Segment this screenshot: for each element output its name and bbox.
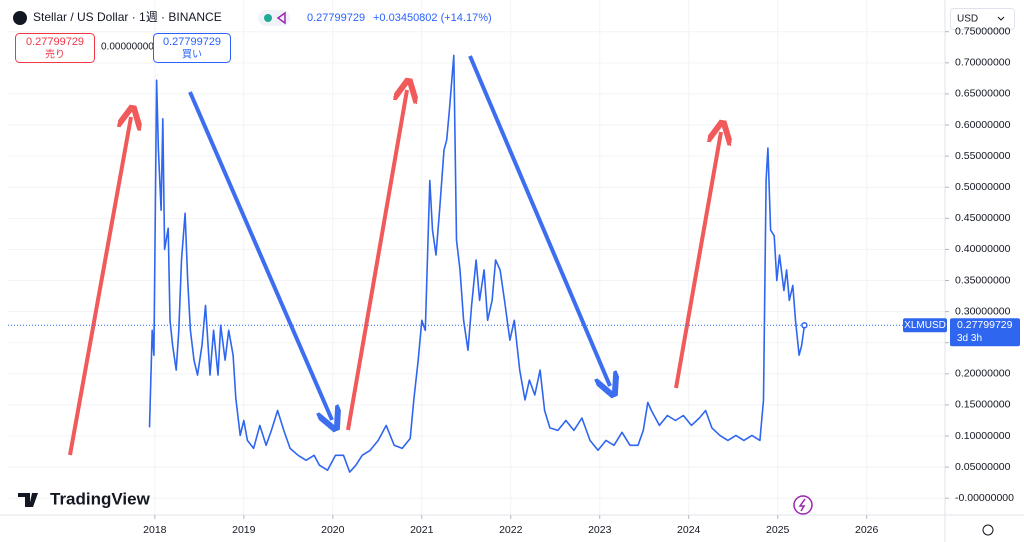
dropdown-icon [997, 16, 1005, 21]
currency: USD [957, 14, 978, 25]
y-tick-label: 0.05000000 [955, 461, 1011, 473]
y-tick-label: 0.70000000 [955, 57, 1011, 69]
x-tick-label: 2022 [499, 524, 523, 536]
y-tick-label: 0.60000000 [955, 119, 1011, 131]
price-change: +0.03450802 (+14.17%) [373, 12, 492, 24]
y-tick-label: 0.10000000 [955, 430, 1011, 442]
y-tick-label: 0.75000000 [955, 26, 1011, 38]
status-icon [276, 11, 286, 25]
status-dot [264, 14, 272, 22]
buy-button[interactable] [153, 33, 231, 63]
event-glyph [798, 498, 806, 512]
event-icon[interactable] [793, 495, 813, 515]
x-tick-label: 2019 [232, 524, 256, 536]
symbol-icon [13, 11, 27, 25]
x-tick-label: 2024 [677, 524, 701, 536]
y-tick-label: 0.35000000 [955, 274, 1011, 286]
last-price: 0.27799729 [307, 12, 365, 24]
red-arrow [68, 117, 131, 456]
x-tick-label: 2018 [143, 524, 167, 536]
x-tick-label: 2021 [410, 524, 434, 536]
x-tick-label: 2023 [588, 524, 612, 536]
symbol-tag-label: XLMUSD [904, 320, 946, 331]
sell-price: 0.27799729 [26, 36, 84, 48]
x-tick-label: 2026 [855, 524, 879, 536]
red-arrow [674, 132, 721, 389]
logo-icon [18, 493, 38, 507]
y-tick-label: 0.65000000 [955, 88, 1011, 100]
blue-arrow [188, 91, 332, 420]
y-tick-label: 0.30000000 [955, 305, 1011, 317]
last-point [801, 322, 808, 329]
y-tick-label: 0.55000000 [955, 150, 1011, 162]
price-tag [950, 318, 1020, 347]
y-tick-label: 0.50000000 [955, 181, 1011, 193]
symbol-tag [903, 318, 947, 333]
x-tick-label: 2025 [766, 524, 790, 536]
x-tick-label: 2020 [321, 524, 345, 536]
settings-icon[interactable] [982, 524, 994, 536]
y-tick-label: 0.20000000 [955, 368, 1011, 380]
status-badge [258, 10, 290, 26]
sell-button[interactable] [15, 33, 95, 63]
price-tag-label: 0.27799729 [957, 319, 1013, 331]
blue-arrow [468, 55, 610, 386]
symbol-title: Stellar / US Dollar · 1週 · BINANCE [33, 10, 222, 24]
sell-label: 売り [45, 48, 65, 61]
currency-select[interactable] [950, 8, 1015, 30]
y-tick-label: 0.40000000 [955, 243, 1011, 255]
y-tick-label: -0.00000000 [955, 492, 1014, 504]
red-arrow [346, 90, 407, 431]
buy-price: 0.27799729 [163, 36, 221, 48]
countdown: 3d 3h [957, 333, 982, 344]
logo: TradingView [50, 489, 151, 508]
spread: 0.00000000 [101, 42, 154, 53]
y-tick-label: 0.15000000 [955, 399, 1011, 411]
price-line [148, 54, 806, 473]
y-tick-label: 0.45000000 [955, 212, 1011, 224]
buy-label: 買い [182, 49, 202, 61]
